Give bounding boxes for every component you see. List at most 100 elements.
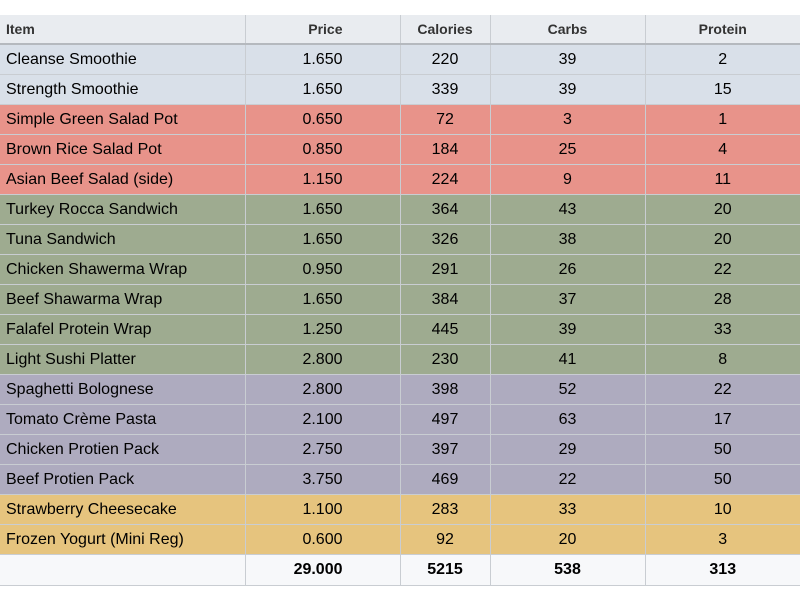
table-cell: 220: [400, 44, 491, 75]
table-cell: Light Sushi Platter: [0, 344, 246, 375]
table-cell: 339: [400, 74, 491, 105]
table-cell: 25: [490, 134, 646, 165]
table-cell: 1.650: [245, 284, 401, 315]
table-cell: 397: [400, 434, 491, 465]
table-cell: 41: [490, 344, 646, 375]
table-cell: Chicken Shawerma Wrap: [0, 254, 246, 285]
table-row: Tuna Sandwich 1.650 326 38 20: [0, 224, 800, 255]
table-cell: Chicken Protien Pack: [0, 434, 246, 465]
table-cell: 283: [400, 494, 491, 525]
table-cell: 17: [645, 404, 800, 435]
table-cell: 37: [490, 284, 646, 315]
table-row: Cleanse Smoothie 1.650 220 39 2: [0, 44, 800, 75]
table-row: Strawberry Cheesecake 1.100 283 33 10: [0, 494, 800, 525]
table-cell: 326: [400, 224, 491, 255]
table-cell: Strawberry Cheesecake: [0, 494, 246, 525]
table-cell: 52: [490, 374, 646, 405]
table-row: Frozen Yogurt (Mini Reg) 0.600 92 20 3: [0, 524, 800, 555]
table-cell: 39: [490, 314, 646, 345]
table-cell: Strength Smoothie: [0, 74, 246, 105]
table-cell: 43: [490, 194, 646, 225]
table-cell: 1: [645, 104, 800, 135]
footer-row: 29.000 5215 538 313: [0, 554, 800, 586]
table-cell: Turkey Rocca Sandwich: [0, 194, 246, 225]
table-cell: 1.650: [245, 224, 401, 255]
table-cell: 33: [645, 314, 800, 345]
table-cell: 39: [490, 44, 646, 75]
table-row: Strength Smoothie 1.650 339 39 15: [0, 74, 800, 105]
table-row: Beef Shawarma Wrap 1.650 384 37 28: [0, 284, 800, 315]
table-cell: Beef Shawarma Wrap: [0, 284, 246, 315]
table-row: Simple Green Salad Pot 0.650 72 3 1: [0, 104, 800, 135]
table-cell: 291: [400, 254, 491, 285]
table-cell: Beef Protien Pack: [0, 464, 246, 495]
table-cell: 497: [400, 404, 491, 435]
table-cell: Brown Rice Salad Pot: [0, 134, 246, 165]
table-cell: 28: [645, 284, 800, 315]
table-cell: 445: [400, 314, 491, 345]
table-cell: 3.750: [245, 464, 401, 495]
column-header: Calories: [400, 15, 491, 45]
table-cell: 364: [400, 194, 491, 225]
total-cell: [0, 554, 246, 586]
header-row: Item Price Calories Carbs Protein: [0, 15, 800, 45]
table-cell: 0.650: [245, 104, 401, 135]
table-cell: 1.650: [245, 44, 401, 75]
table-cell: 8: [645, 344, 800, 375]
table-cell: 92: [400, 524, 491, 555]
table-cell: 22: [645, 374, 800, 405]
table-cell: 1.650: [245, 194, 401, 225]
table-cell: 20: [645, 224, 800, 255]
table-cell: Falafel Protein Wrap: [0, 314, 246, 345]
table-body: Cleanse Smoothie 1.650 220 39 2 Strength Smoo…: [0, 44, 800, 555]
table-row: Light Sushi Platter 2.800 230 41 8: [0, 344, 800, 375]
table-cell: 469: [400, 464, 491, 495]
table-row: Asian Beef Salad (side) 1.150 224 9 11: [0, 164, 800, 195]
table-row: Brown Rice Salad Pot 0.850 184 25 4: [0, 134, 800, 165]
table-cell: 10: [645, 494, 800, 525]
table-cell: 72: [400, 104, 491, 135]
column-header: Item: [0, 15, 246, 45]
table-cell: 3: [645, 524, 800, 555]
table-cell: 50: [645, 434, 800, 465]
table-cell: 0.850: [245, 134, 401, 165]
table-cell: 29: [490, 434, 646, 465]
table-row: Turkey Rocca Sandwich 1.650 364 43 20: [0, 194, 800, 225]
table-cell: 63: [490, 404, 646, 435]
table-cell: 3: [490, 104, 646, 135]
table-cell: 2: [645, 44, 800, 75]
table-row: Tomato Crème Pasta 2.100 497 63 17: [0, 404, 800, 435]
total-cell: 313: [645, 554, 800, 586]
total-cell: 538: [490, 554, 646, 586]
table-cell: 230: [400, 344, 491, 375]
table-cell: 2.100: [245, 404, 401, 435]
table-cell: Tuna Sandwich: [0, 224, 246, 255]
table-cell: 26: [490, 254, 646, 285]
table-cell: Cleanse Smoothie: [0, 44, 246, 75]
table-cell: 33: [490, 494, 646, 525]
table-cell: 50: [645, 464, 800, 495]
table-cell: 1.150: [245, 164, 401, 195]
table-cell: Tomato Crème Pasta: [0, 404, 246, 435]
table-cell: Spaghetti Bolognese: [0, 374, 246, 405]
table-cell: 224: [400, 164, 491, 195]
table-cell: Asian Beef Salad (side): [0, 164, 246, 195]
table-row: Chicken Protien Pack 2.750 397 29 50: [0, 434, 800, 465]
table-row: Falafel Protein Wrap 1.250 445 39 33: [0, 314, 800, 345]
table-cell: 15: [645, 74, 800, 105]
table-row: Beef Protien Pack 3.750 469 22 50: [0, 464, 800, 495]
table-cell: Simple Green Salad Pot: [0, 104, 246, 135]
table-cell: 22: [645, 254, 800, 285]
table-cell: 0.950: [245, 254, 401, 285]
column-header: Price: [245, 15, 401, 45]
table-cell: 20: [490, 524, 646, 555]
table-cell: 38: [490, 224, 646, 255]
table-cell: 22: [490, 464, 646, 495]
table-row: Chicken Shawerma Wrap 0.950 291 26 22: [0, 254, 800, 285]
table-cell: 1.250: [245, 314, 401, 345]
table-cell: 2.800: [245, 344, 401, 375]
total-cell: 5215: [400, 554, 491, 586]
table-cell: 2.750: [245, 434, 401, 465]
table-cell: 39: [490, 74, 646, 105]
